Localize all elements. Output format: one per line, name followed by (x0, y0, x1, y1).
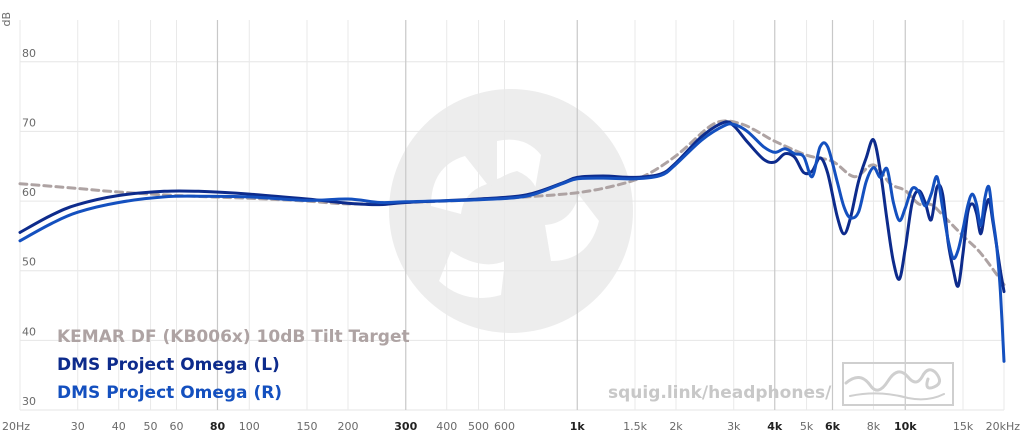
x-tick-label: 8k (867, 420, 881, 433)
x-tick-label: 10k (894, 420, 917, 433)
series-right-line (18, 122, 1006, 363)
x-tick-label: 60 (169, 420, 183, 433)
x-tick-label: 100 (239, 420, 260, 433)
x-tick-label: 15k (953, 420, 974, 433)
legend-right: DMS Project Omega (R) (57, 383, 282, 403)
grid (19, 20, 1005, 411)
y-tick-label: 30 (22, 395, 36, 408)
legend: KEMAR DF (KB006x) 10dB Tilt Target DMS P… (57, 327, 410, 403)
x-tick-label: 300 (394, 420, 417, 433)
x-tick-label: 5k (800, 420, 814, 433)
x-tick-label: 20kHz (986, 420, 1021, 433)
x-tick-label: 20Hz (2, 420, 30, 433)
x-tick-label: 1.5k (623, 420, 647, 433)
x-tick-label: 40 (112, 420, 126, 433)
crinacle-signature-icon (842, 362, 954, 406)
x-tick-label: 2k (669, 420, 683, 433)
x-tick-label: 3k (727, 420, 741, 433)
y-tick-label: 40 (22, 325, 36, 338)
y-tick-label: 70 (22, 116, 36, 129)
y-tick-label: 50 (22, 256, 36, 269)
watermark-url: squig.link/headphones/ (608, 383, 832, 403)
y-axis: 30 40 50 60 70 80 (22, 47, 36, 408)
x-tick-label: 200 (338, 420, 359, 433)
x-tick-label: 600 (494, 420, 515, 433)
x-tick-label: 50 (144, 420, 158, 433)
squiglink-logo-icon (389, 89, 633, 333)
x-tick-label: 1k (570, 420, 586, 433)
y-tick-label: 60 (22, 186, 36, 199)
x-tick-label: 400 (436, 420, 457, 433)
x-tick-label: 30 (71, 420, 85, 433)
legend-left: DMS Project Omega (L) (57, 355, 280, 375)
x-axis: 20Hz 30 40 50 60 80 100 150 200 300 400 500 600 1k 1.5… (2, 420, 1020, 433)
series-group (18, 119, 1006, 363)
y-axis-label: dB (0, 12, 13, 27)
x-tick-label: 80 (210, 420, 226, 433)
legend-target: KEMAR DF (KB006x) 10dB Tilt Target (57, 327, 410, 347)
x-tick-label: 6k (825, 420, 841, 433)
x-tick-label: 500 (468, 420, 489, 433)
x-tick-label: 150 (297, 420, 318, 433)
x-tick-label: 4k (767, 420, 783, 433)
y-tick-label: 80 (22, 47, 36, 60)
